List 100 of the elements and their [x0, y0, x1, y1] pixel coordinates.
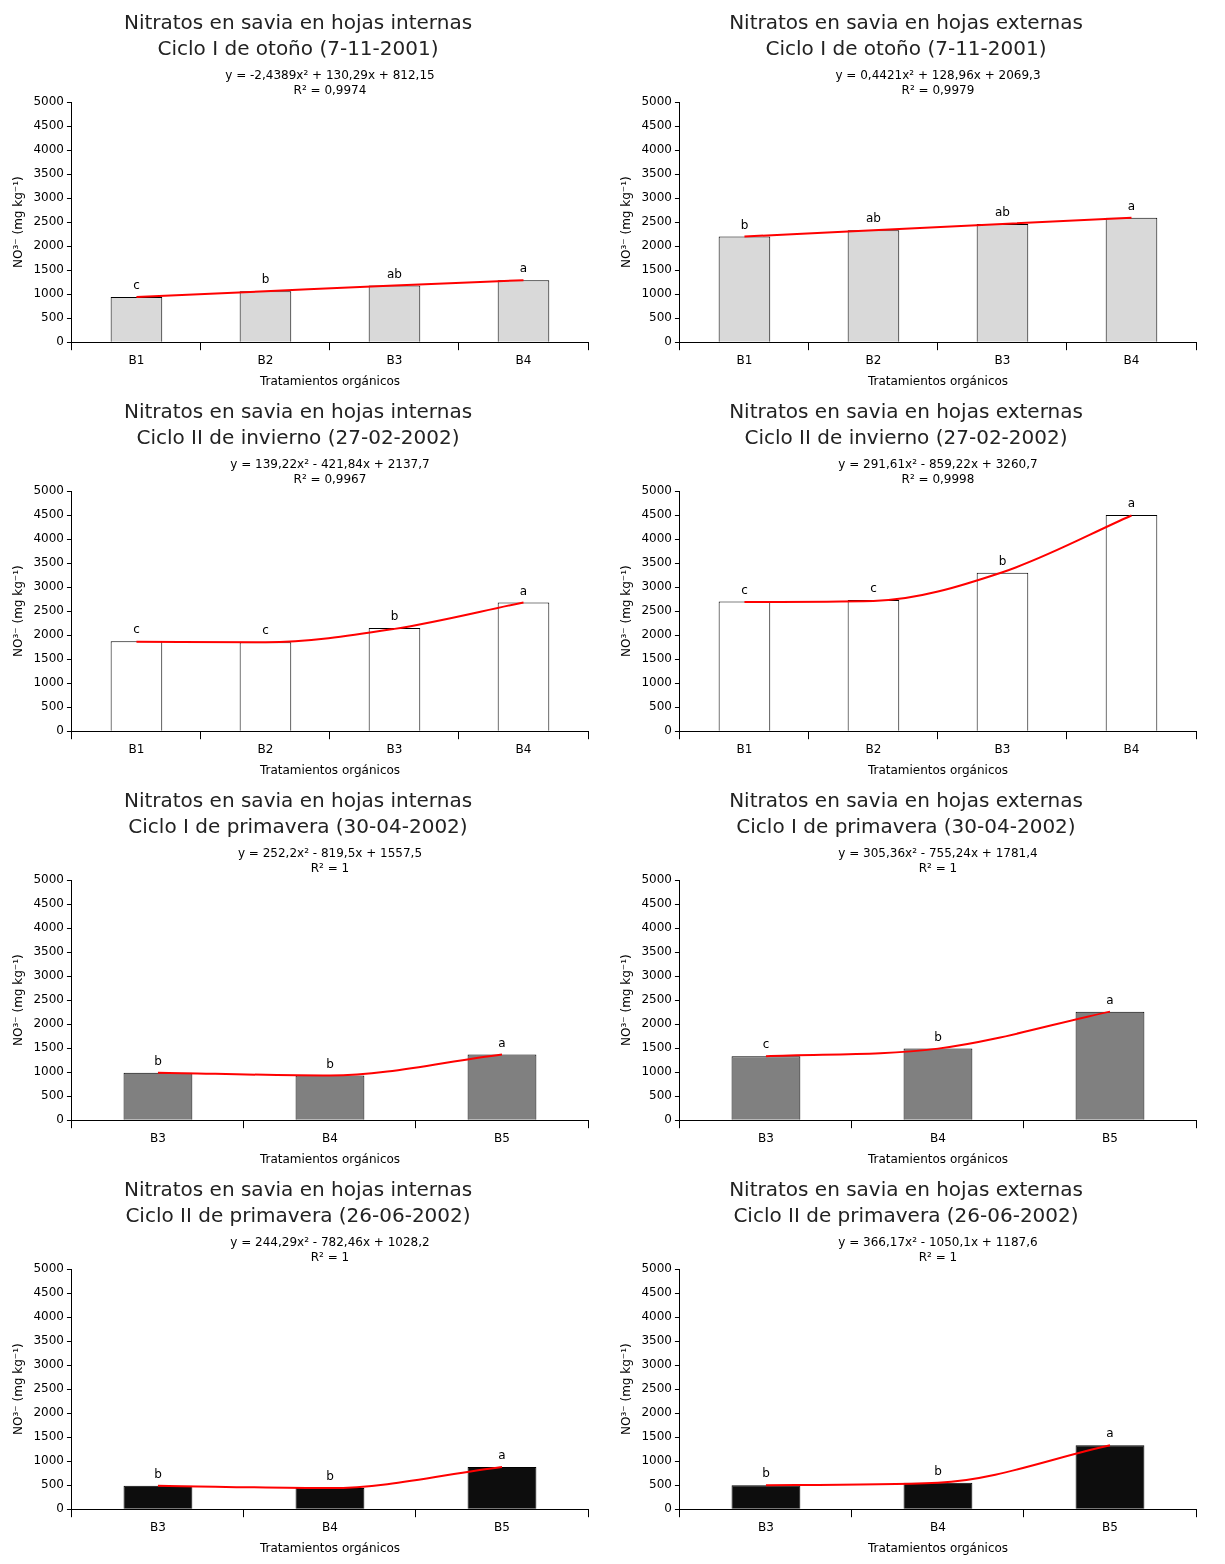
data-label: a [1106, 1426, 1114, 1441]
y-tick-label: 2000 [641, 238, 672, 253]
text: R² = 0,9979 [901, 83, 975, 98]
y-tick-label: 4000 [641, 142, 672, 157]
y-tick-label: 3000 [641, 968, 672, 983]
x-tick-label: B3 [386, 352, 403, 367]
data-label: b [934, 1029, 942, 1044]
y-tick-label: 2500 [33, 992, 64, 1007]
y-tick-label: 5000 [641, 94, 672, 109]
y-tick-label: 4000 [641, 531, 672, 546]
text: R² = 1 [918, 1250, 958, 1265]
y-tick-label: 3000 [33, 579, 64, 594]
x-tick-label: B3 [994, 741, 1011, 756]
data-label: ab [386, 266, 402, 281]
y-tick-label: 1500 [641, 1429, 672, 1444]
y-tick-label: 4000 [33, 531, 64, 546]
data-label: b [261, 272, 270, 287]
x-tick-label: B4 [322, 1130, 338, 1145]
x-tick-label: B3 [758, 1519, 774, 1534]
data-label: b [154, 1053, 162, 1068]
y-tick-label: 0 [56, 1501, 64, 1516]
text: R² = 0,9967 [293, 472, 367, 487]
x-tick-label: B5 [494, 1519, 510, 1534]
x-axis-title: Tratamientos orgánicos [258, 1151, 401, 1166]
y-tick-label: 0 [664, 723, 672, 738]
x-tick-label: B4 [1123, 352, 1140, 367]
x-tick-label: B4 [1123, 741, 1140, 756]
chart-title: Nitratos en savia en hojas externas [729, 788, 1083, 813]
x-axis-title: Tratamientos orgánicos [258, 1540, 401, 1555]
y-tick-label: 3500 [641, 166, 672, 181]
y-tick-label: 4500 [641, 896, 672, 911]
y-tick-label: 1500 [641, 262, 672, 277]
y-tick-label: 4500 [641, 118, 672, 133]
y-tick-label: 1500 [33, 1040, 64, 1055]
y-tick-label: 1000 [33, 675, 64, 690]
y-tick-label: 4500 [33, 1285, 64, 1300]
x-tick-label: B1 [736, 352, 753, 367]
line-series [743, 514, 1133, 603]
x-tick-label: B1 [128, 352, 145, 367]
y-tick-label: 1000 [33, 1453, 64, 1468]
data-label: a [519, 583, 528, 598]
y-tick-label: 3500 [33, 555, 64, 570]
y-tick-label: 3500 [33, 944, 64, 959]
y-axis-title: NO³⁻ (mg kg⁻¹) [619, 176, 634, 268]
text: R² = 1 [310, 861, 350, 876]
y-tick-label: 4000 [33, 142, 64, 157]
data-label: a [519, 261, 528, 276]
y-axis-title: NO³⁻ (mg kg⁻¹) [11, 565, 26, 657]
data-label: c [133, 622, 140, 637]
text: y = 139,22x² - 421,84x + 2137,7 [230, 457, 430, 472]
text: R² = 1 [918, 861, 958, 876]
x-tick-label: B4 [930, 1130, 946, 1145]
y-tick-label: 500 [41, 310, 64, 325]
y-tick-label: 2500 [641, 992, 672, 1007]
y-tick-label: 2000 [33, 238, 64, 253]
x-axis-title: Tratamientos orgánicos [866, 373, 1009, 388]
data-label: b [934, 1463, 942, 1478]
y-tick-label: 1000 [641, 675, 672, 690]
x-tick-label: B1 [736, 741, 753, 756]
y-tick-label: 3500 [33, 166, 64, 181]
x-axis-title: Tratamientos orgánicos [258, 373, 401, 388]
line-series [135, 601, 525, 644]
x-tick-label: B3 [994, 352, 1011, 367]
text: y = 366,17x² - 1050,1x + 1187,6 [838, 1235, 1038, 1250]
x-tick-label: B3 [150, 1519, 166, 1534]
x-tick-label: B4 [322, 1519, 338, 1534]
y-tick-label: 2000 [641, 1405, 672, 1420]
y-tick-label: 4500 [33, 896, 64, 911]
y-tick-label: 5000 [33, 1261, 64, 1276]
x-tick-label: B2 [257, 741, 274, 756]
y-tick-label: 2000 [33, 1405, 64, 1420]
y-tick-label: 1500 [33, 1429, 64, 1444]
chart-subtitle: Ciclo I de otoño (7-11-2001) [157, 36, 439, 61]
chart-subtitle: Ciclo I de otoño (7-11-2001) [765, 36, 1047, 61]
data-label: c [870, 581, 877, 596]
y-tick-label: 3000 [641, 190, 672, 205]
chart-title: Nitratos en savia en hojas internas [123, 788, 473, 813]
data-label: b [326, 1469, 334, 1484]
text: R² = 1 [310, 1250, 350, 1265]
text: y = -2,4389x² + 130,29x + 812,15 [225, 68, 435, 83]
y-tick-label: 2500 [641, 214, 672, 229]
chart-title: Nitratos en savia en hojas externas [729, 10, 1083, 35]
data-label: b [762, 1466, 770, 1481]
y-tick-label: 4500 [33, 507, 64, 522]
data-label: b [326, 1056, 334, 1071]
y-tick-label: 3000 [641, 579, 672, 594]
y-tick-label: 4500 [641, 1285, 672, 1300]
y-tick-label: 2500 [641, 1381, 672, 1396]
data-label: a [498, 1448, 506, 1463]
y-axis-title: NO³⁻ (mg kg⁻¹) [619, 954, 634, 1046]
y-tick-label: 0 [56, 334, 64, 349]
x-tick-label: B4 [515, 352, 532, 367]
y-tick-label: 0 [664, 1112, 672, 1127]
data-label: a [1127, 198, 1136, 213]
data-label: ab [994, 205, 1010, 220]
y-tick-label: 5000 [641, 872, 672, 887]
y-axis-title: NO³⁻ (mg kg⁻¹) [619, 565, 634, 657]
y-tick-label: 2000 [641, 627, 672, 642]
chart-title: Nitratos en savia en hojas internas [123, 10, 473, 35]
text: y = 0,4421x² + 128,96x + 2069,3 [835, 68, 1041, 83]
